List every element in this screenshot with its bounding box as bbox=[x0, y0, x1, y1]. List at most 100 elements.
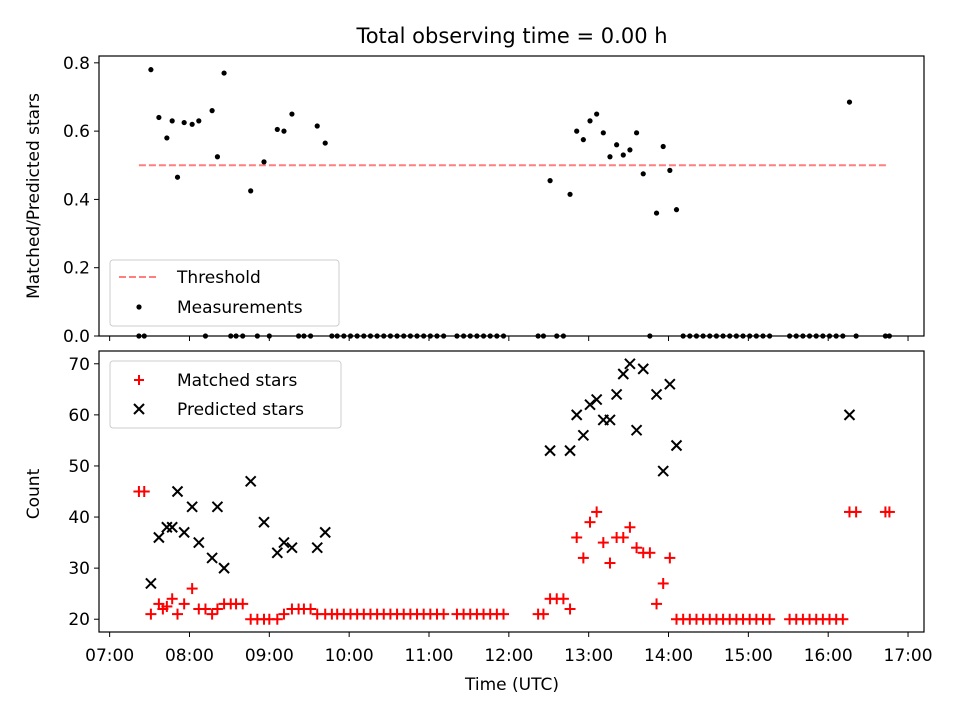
predicted-star-point bbox=[624, 358, 636, 370]
matched-star-point bbox=[631, 542, 643, 554]
measurement-point bbox=[614, 142, 620, 148]
measurement-point bbox=[289, 111, 295, 117]
measurement-point bbox=[673, 207, 680, 213]
predicted-star-point bbox=[657, 465, 669, 477]
matched-star-point bbox=[624, 521, 636, 533]
predicted-star-point bbox=[604, 414, 616, 426]
measurement-point bbox=[547, 178, 553, 184]
predicted-star-point bbox=[590, 393, 603, 406]
bottom-axes-frame bbox=[98, 350, 925, 633]
matched-star-point bbox=[186, 583, 198, 595]
legend-matched-label: Matched stars bbox=[177, 371, 297, 391]
predicted-star-point bbox=[278, 536, 290, 549]
matched-star-point bbox=[837, 613, 849, 625]
measurement-point bbox=[594, 111, 600, 117]
measurement-point bbox=[248, 188, 254, 194]
predicted-star-point bbox=[166, 521, 178, 533]
predicted-star-point bbox=[610, 388, 623, 401]
matched-star-point bbox=[564, 603, 576, 615]
matched-star-point bbox=[557, 593, 569, 605]
matched-star-point bbox=[237, 598, 249, 610]
measurement-point bbox=[274, 126, 280, 133]
measurement-point bbox=[607, 154, 613, 160]
measurement-point bbox=[574, 128, 580, 134]
bottom-y-tick-label: 20 bbox=[68, 610, 90, 630]
matched-star-point bbox=[850, 506, 862, 518]
predicted-star-point bbox=[564, 444, 576, 457]
top-y-tick-label: 0.2 bbox=[63, 259, 90, 279]
predicted-star-point bbox=[664, 378, 676, 390]
predicted-star-point bbox=[311, 541, 323, 554]
matched-star-point bbox=[604, 557, 616, 569]
measurement-point bbox=[189, 121, 195, 127]
legend-predicted-label: Predicted stars bbox=[177, 400, 304, 420]
bottom-x-tick-label: 08:00 bbox=[165, 646, 214, 666]
measurement-point bbox=[846, 99, 853, 105]
legend-measurements-marker bbox=[136, 304, 142, 310]
measurement-point bbox=[196, 118, 202, 124]
predicted-star-point bbox=[617, 368, 629, 380]
legend-matched-marker bbox=[134, 375, 144, 385]
matched-star-point bbox=[278, 608, 290, 620]
predicted-star-point bbox=[584, 398, 596, 411]
predicted-star-point bbox=[286, 541, 298, 554]
matched-star-point bbox=[138, 486, 150, 497]
predicted-star-point bbox=[193, 536, 205, 549]
bottom-x-tick-label: 14:00 bbox=[644, 646, 693, 666]
predicted-star-point bbox=[211, 501, 224, 513]
predicted-star-point bbox=[630, 424, 643, 436]
measurement-point bbox=[261, 159, 267, 165]
top-axes-frame bbox=[98, 55, 925, 337]
predicted-star-point bbox=[171, 485, 184, 498]
predicted-star-point bbox=[637, 363, 649, 375]
predicted-star-point bbox=[186, 501, 198, 513]
chart-title: Total observing time = 0.00 h bbox=[355, 24, 667, 48]
matched-star-point bbox=[172, 608, 184, 620]
bottom-x-axis-label: Time (UTC) bbox=[464, 675, 559, 695]
matched-star-point bbox=[438, 608, 450, 620]
matched-star-point bbox=[577, 552, 589, 564]
measurement-point bbox=[633, 130, 640, 136]
bottom-legend: Matched stars Predicted stars bbox=[109, 360, 342, 429]
measurement-point bbox=[209, 108, 215, 114]
predicted-star-point bbox=[178, 526, 190, 539]
predicted-star-point bbox=[319, 526, 331, 539]
measurement-point bbox=[221, 70, 227, 76]
bottom-y-tick-label: 60 bbox=[68, 406, 90, 426]
bottom-plot-area: 20 30 40 50 60 70 07:00 08:00 09:00 10:00 11:00 12:… bbox=[68, 350, 933, 666]
measurement-point bbox=[640, 171, 646, 177]
measurement-point bbox=[620, 152, 626, 158]
bottom-x-tick-label: 13:00 bbox=[564, 646, 613, 666]
bottom-y-tick-label: 50 bbox=[68, 457, 90, 477]
matched-star-point bbox=[178, 598, 190, 610]
matched-star-point bbox=[664, 552, 676, 564]
legend-measurements-label: Measurements bbox=[177, 298, 303, 318]
predicted-star-point bbox=[670, 439, 683, 452]
top-plot-area: 0.0 0.2 0.4 0.6 0.8 bbox=[63, 54, 925, 347]
measurement-point bbox=[322, 140, 328, 146]
legend-predicted-marker bbox=[133, 403, 145, 415]
predicted-star-point bbox=[570, 409, 583, 421]
bottom-y-tick-label: 40 bbox=[68, 508, 90, 528]
predicted-star-point bbox=[244, 475, 257, 487]
matched-star-point bbox=[591, 506, 603, 518]
measurement-point bbox=[174, 174, 181, 180]
measurement-point bbox=[627, 147, 633, 153]
matched-star-point bbox=[617, 531, 629, 543]
measurement-point bbox=[164, 135, 170, 141]
bottom-x-tick-label: 10:00 bbox=[325, 646, 374, 666]
matched-star-point bbox=[199, 603, 211, 615]
matched-star-point bbox=[206, 608, 218, 620]
matched-star-point bbox=[597, 537, 609, 549]
predicted-star-point bbox=[544, 444, 556, 457]
measurement-point bbox=[580, 137, 586, 143]
bottom-y-tick-label: 70 bbox=[68, 355, 90, 375]
bottom-legend-box bbox=[109, 360, 342, 429]
predicted-star-point bbox=[145, 577, 157, 590]
top-legend-box bbox=[109, 259, 340, 327]
legend-threshold-label: Threshold bbox=[176, 268, 261, 288]
bottom-x-tick-label: 16:00 bbox=[804, 646, 853, 666]
matched-star-point bbox=[305, 603, 317, 615]
matched-star-point bbox=[498, 608, 510, 620]
